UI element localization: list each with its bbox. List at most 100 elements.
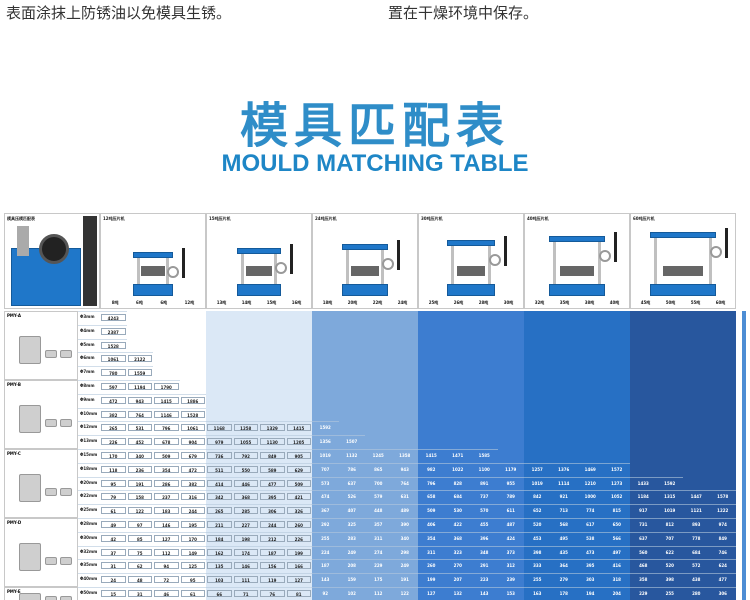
table-cell: 170 <box>101 452 126 459</box>
mould-die-icon <box>19 336 41 364</box>
table-cell: 286 <box>154 479 179 487</box>
mould-model-label: PMY-D <box>7 520 22 525</box>
table-cell: 1507 <box>346 439 358 445</box>
table-cell: 132 <box>453 591 462 596</box>
table-cell: 311 <box>374 535 383 541</box>
table-cell: 1019 <box>664 508 676 514</box>
table-cell: 112 <box>374 591 383 596</box>
table-cell: 1130 <box>260 438 285 446</box>
table-cell: 97 <box>127 521 152 528</box>
table-cell: 198 <box>233 534 258 542</box>
table-cell: 95 <box>101 479 126 487</box>
table-cell: 311 <box>427 549 436 555</box>
table-cell: 306 <box>260 507 285 515</box>
table-cell: 212 <box>260 534 285 542</box>
press-header-2: 24吨压片机 18吨 20吨 22吨 24吨 <box>312 213 418 309</box>
table-cell: 1578 <box>717 494 729 500</box>
press-platen <box>351 266 379 276</box>
table-cell: 1415 <box>286 424 311 432</box>
mould-diameter-label: Φ22mm <box>80 493 98 499</box>
press-handle <box>290 244 293 274</box>
table-cell: 174 <box>233 548 258 556</box>
table-cell: 1184 <box>637 494 649 500</box>
table-cell: 187 <box>321 563 330 569</box>
mould-diameter-label: Φ12mm <box>80 424 98 430</box>
row-divider <box>78 338 127 340</box>
table-cell: 538 <box>586 535 595 541</box>
table-cell: 1433 <box>637 480 649 486</box>
mould-diameter-label: Φ8mm <box>80 383 95 388</box>
table-cell: 37 <box>101 548 126 556</box>
mould-model-label: PMY-E <box>7 589 21 594</box>
press-machine-icon <box>650 228 728 296</box>
table-cell: 917 <box>639 508 648 514</box>
press-label: 40吨压片机 <box>527 216 549 221</box>
table-cell: 283 <box>347 535 356 541</box>
table-cell: 679 <box>180 452 205 459</box>
table-cell: 658 <box>427 494 436 500</box>
table-cell: 166 <box>286 562 311 570</box>
table-cell: 421 <box>286 493 311 501</box>
press-base <box>133 284 173 296</box>
press-column <box>241 254 244 284</box>
table-cell: 731 <box>639 522 648 527</box>
top-note-right: 置在干燥环境中保存。 <box>388 4 539 22</box>
row-divider <box>78 366 153 368</box>
press-column <box>488 246 491 284</box>
table-cell: 1329 <box>260 424 285 432</box>
table-cell: 520 <box>533 522 542 527</box>
press-platen <box>141 266 165 276</box>
table-cell: 62 <box>127 562 152 570</box>
table-cell: 905 <box>286 452 311 459</box>
table-cell: 75 <box>127 548 152 556</box>
table-cell: 1019 <box>319 453 331 458</box>
mould-diameter-label: Φ30mm <box>80 534 98 540</box>
table-cell: 812 <box>665 522 674 527</box>
row-divider <box>78 380 180 381</box>
table-cell: 31 <box>101 562 126 570</box>
tonnage-label: 38吨 <box>584 300 595 305</box>
mould-model-label: PMY-A <box>7 313 21 318</box>
row-divider <box>78 545 736 547</box>
press-label: 24吨压片机 <box>315 216 337 221</box>
table-cell: 407 <box>347 508 356 514</box>
table-cell: 572 <box>692 563 701 569</box>
mould-diameter-label: Φ40mm <box>80 576 98 582</box>
table-cell: 849 <box>260 452 285 459</box>
table-cell: 178 <box>559 591 568 596</box>
table-cell: 122 <box>127 507 152 515</box>
mould-model-label: PMY-C <box>7 451 21 456</box>
table-cell: 893 <box>692 522 701 527</box>
table-cell: 226 <box>286 534 311 542</box>
table-cell: 390 <box>400 522 409 527</box>
table-cell: 786 <box>347 466 356 472</box>
table-cell: 340 <box>127 452 152 459</box>
press-label: 12吨压片机 <box>103 216 125 221</box>
table-cell: 306 <box>718 591 727 596</box>
table-cell: 42 <box>101 534 126 542</box>
table-cell: 298 <box>400 549 409 555</box>
table-cell: 611 <box>506 508 515 514</box>
press-column <box>451 246 454 284</box>
table-cell: 170 <box>180 534 205 542</box>
press-header-0: 12吨压片机 8吨 6吨 6吨 12吨 <box>100 213 206 309</box>
table-cell: 119 <box>260 576 285 584</box>
press-base <box>447 284 495 296</box>
table-cell: 1258 <box>233 424 258 432</box>
table-cell: 153 <box>506 591 515 596</box>
mould-model-label: PMY-B <box>7 382 21 387</box>
table-cell: 1376 <box>558 466 570 472</box>
table-cell: 224 <box>321 549 330 555</box>
table-cell: 226 <box>101 438 126 446</box>
table-cell: 316 <box>180 493 205 501</box>
press-header-3: 30吨压片机 25吨 26吨 28吨 30吨 <box>418 213 524 309</box>
tonnage-label: 45吨 <box>640 300 651 305</box>
press-base <box>342 284 388 296</box>
table-cell: 921 <box>559 494 568 500</box>
table-cell: 1146 <box>154 410 179 418</box>
table-cell: 118 <box>101 465 126 473</box>
tonnage-label: 18吨 <box>322 300 333 305</box>
table-cell: 183 <box>154 507 179 515</box>
table-cell: 48 <box>127 576 152 584</box>
table-cell: 979 <box>207 438 232 446</box>
